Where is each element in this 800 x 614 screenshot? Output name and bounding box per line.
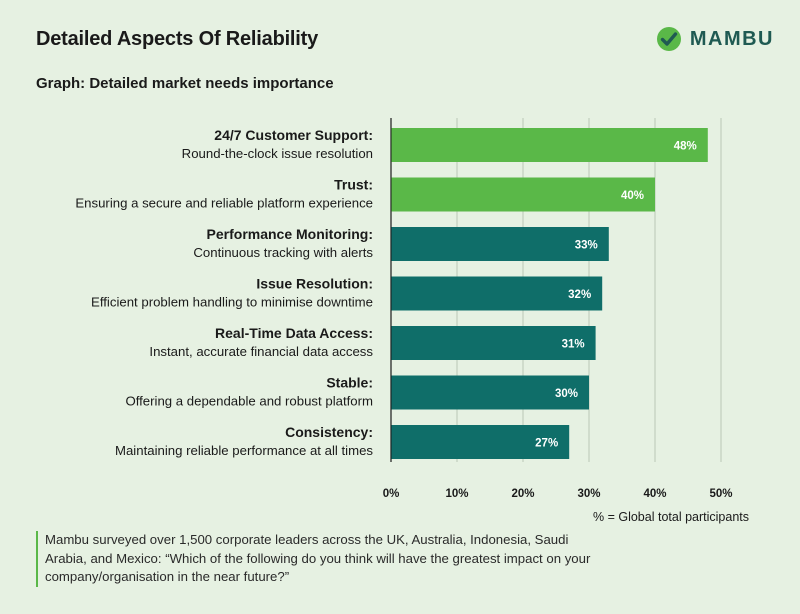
bar (391, 326, 596, 360)
x-tick-label: 20% (511, 488, 534, 500)
x-tick-label: 10% (445, 488, 468, 500)
x-tick-label: 40% (643, 488, 666, 500)
bar-value-label: 32% (568, 289, 591, 301)
survey-footnote: Mambu surveyed over 1,500 corporate lead… (36, 531, 605, 587)
bar (391, 128, 708, 162)
bar-value-label: 27% (535, 438, 558, 450)
bar-value-label: 31% (562, 339, 585, 351)
bar (391, 227, 609, 261)
category-label: Real-Time Data Access: (215, 325, 373, 341)
category-label: Consistency: (285, 424, 373, 440)
category-label: Issue Resolution: (256, 276, 373, 292)
mambu-check-icon (656, 27, 681, 51)
bar-value-label: 40% (621, 190, 644, 202)
bar-value-label: 33% (575, 240, 598, 252)
category-label: Trust: (334, 177, 373, 193)
x-tick-label: 0% (383, 488, 400, 500)
brand-logo: MAMBU (656, 26, 774, 52)
category-label: 24/7 Customer Support: (214, 127, 373, 143)
x-axis-label: % = Global total participants (593, 510, 749, 524)
category-description: Offering a dependable and robust platfor… (125, 394, 373, 409)
bar (391, 375, 589, 410)
category-description: Instant, accurate financial data access (149, 344, 373, 359)
bar (391, 425, 570, 459)
x-tick-label: 50% (709, 488, 732, 500)
page-title: Detailed Aspects Of Reliability (36, 28, 319, 50)
category-description: Efficient problem handling to minimise d… (91, 295, 373, 310)
bar-value-label: 48% (674, 141, 697, 153)
chart-subtitle: Graph: Detailed market needs importance (36, 75, 334, 92)
category-label: Stable: (326, 375, 373, 391)
category-description: Maintaining reliable performance at all … (115, 443, 373, 458)
category-description: Round-the-clock issue resolution (182, 146, 373, 161)
logo-text: MAMBU (689, 27, 774, 50)
bar-value-label: 30% (555, 388, 578, 400)
bar (391, 177, 655, 212)
category-description: Ensuring a secure and reliable platform … (75, 196, 373, 211)
bar (391, 276, 603, 311)
category-description: Continuous tracking with alerts (193, 245, 373, 260)
x-tick-label: 30% (577, 488, 600, 500)
category-label: Performance Monitoring: (207, 226, 373, 242)
